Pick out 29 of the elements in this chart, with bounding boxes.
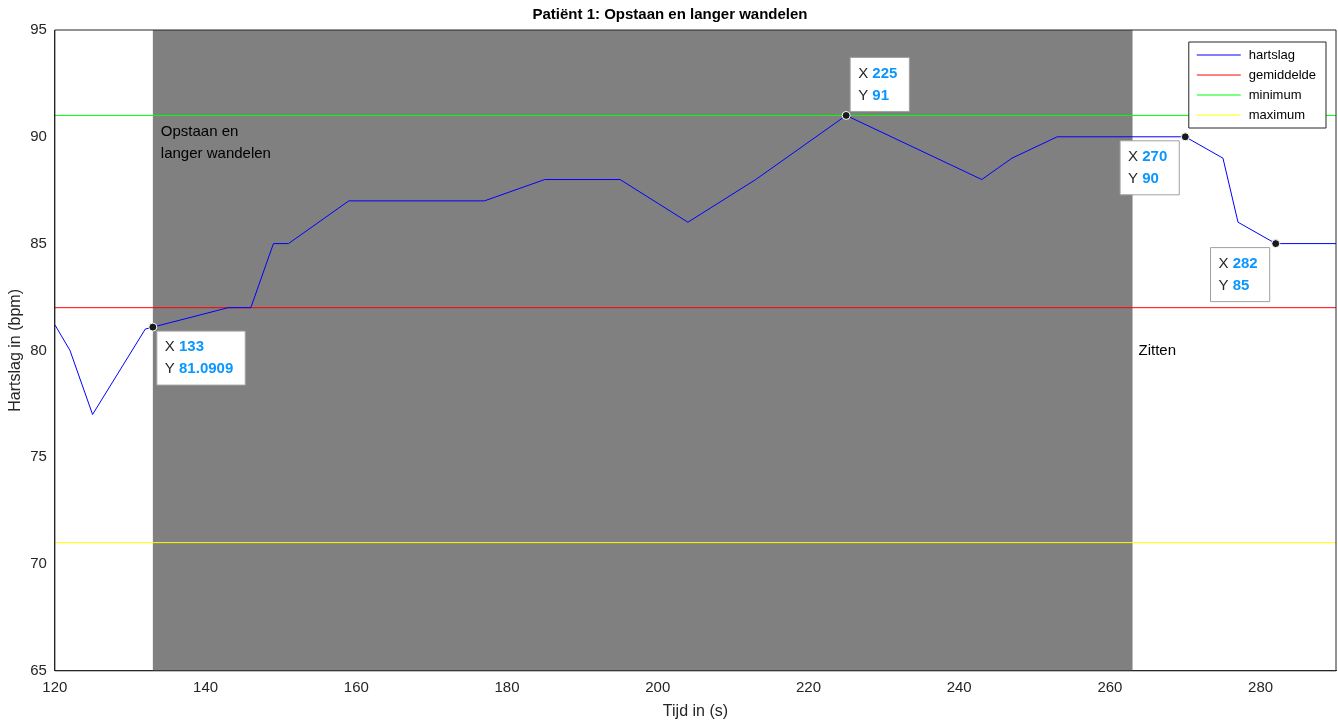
y-tick-label: 70 — [30, 554, 47, 572]
x-tick-label: 160 — [343, 677, 369, 695]
legend-label: minimum — [1248, 86, 1302, 102]
annotation: X 133 Y 81.0909 — [164, 337, 234, 377]
legend-label: maximum — [1248, 106, 1306, 122]
y-tick-label: 85 — [30, 233, 47, 251]
y-axis-title: Hartslag in (bpm) — [6, 289, 24, 412]
x-tick-label: 220 — [795, 677, 821, 695]
x-tick-label: 240 — [946, 677, 972, 695]
y-tick-label: 75 — [30, 447, 47, 465]
band-label: Opstaan en langer wandelen — [160, 121, 271, 161]
legend-label: hartslag — [1248, 46, 1296, 62]
chart-title: Patiënt 1: Opstaan en langer wandelen — [532, 5, 808, 23]
y-tick-label: 65 — [30, 660, 47, 678]
annotation: Zitten — [1138, 340, 1177, 358]
x-tick-label: 260 — [1097, 677, 1123, 695]
x-tick-label: 120 — [42, 677, 68, 695]
legend-label: gemiddelde — [1248, 66, 1316, 82]
x-axis-title: Tijd in (s) — [662, 701, 729, 719]
y-tick-label: 90 — [30, 126, 47, 144]
x-tick-label: 280 — [1248, 677, 1274, 695]
x-tick-label: 180 — [494, 677, 520, 695]
annotation: X 225 Y 91 — [858, 63, 898, 103]
y-tick-label: 95 — [30, 20, 47, 38]
annotation: X 270 Y 90 — [1128, 146, 1168, 186]
annotation: X 282 Y 85 — [1218, 253, 1258, 293]
x-tick-label: 140 — [193, 677, 219, 695]
y-tick-label: 80 — [30, 340, 47, 358]
x-tick-label: 200 — [645, 677, 671, 695]
